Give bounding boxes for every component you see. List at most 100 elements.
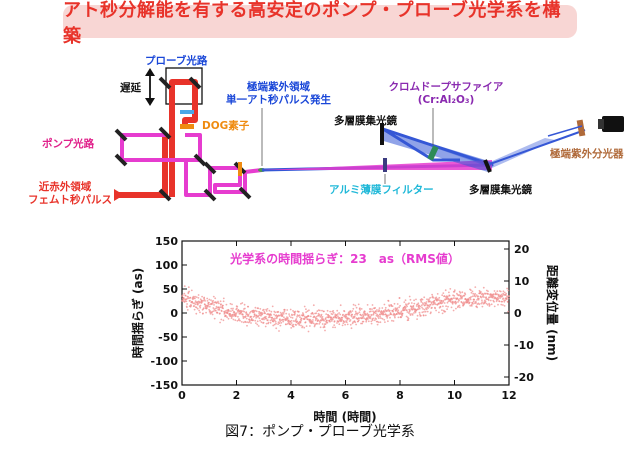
data-point [235, 312, 238, 314]
data-point [472, 292, 475, 295]
data-point [255, 317, 257, 319]
data-point [343, 310, 346, 313]
data-point [374, 307, 376, 309]
data-point [426, 310, 429, 313]
delay-arrow-up [145, 68, 155, 76]
data-point [209, 312, 212, 315]
data-point [506, 301, 509, 303]
y-axis-label: 時間揺らぎ (as) [130, 268, 145, 358]
data-point [254, 315, 256, 317]
data-point [332, 310, 335, 312]
data-point [205, 311, 208, 314]
data-point [321, 323, 324, 325]
data-point [265, 315, 267, 318]
data-point [431, 295, 434, 298]
data-point [270, 310, 273, 313]
data-point [293, 313, 296, 316]
delay-arrow-down [145, 98, 155, 106]
label-dog-element: DOG素子 [202, 120, 250, 132]
data-point [314, 319, 317, 322]
data-point [196, 301, 199, 303]
label-pump-path: ポンプ光路 [42, 138, 95, 150]
data-point [457, 301, 459, 303]
label-euv-single-line1: 極端紫外領域 [247, 81, 310, 93]
label-multilayer-top: 多層膜集光鏡 [334, 115, 397, 127]
data-point [354, 304, 357, 307]
label-nir-line1: 近赤外領域 [38, 181, 92, 193]
data-point [474, 292, 476, 295]
data-point [292, 325, 295, 328]
data-point [222, 304, 224, 307]
data-point [277, 310, 280, 313]
data-point [193, 305, 196, 307]
data-point [412, 307, 415, 309]
data-point [386, 315, 389, 318]
data-point [286, 309, 289, 311]
data-point [197, 297, 200, 299]
data-point [407, 317, 410, 320]
x-tick-label: 0 [178, 389, 186, 402]
data-point [409, 314, 412, 316]
data-point [311, 320, 314, 323]
data-point [218, 309, 221, 311]
data-point [214, 297, 217, 300]
data-point [292, 310, 294, 312]
data-point [493, 300, 495, 303]
data-point [485, 302, 488, 305]
data-point [400, 316, 403, 319]
data-point [209, 310, 211, 312]
data-point [403, 301, 406, 303]
data-point [303, 318, 306, 320]
data-point [197, 294, 200, 296]
data-point [322, 318, 325, 321]
data-point [282, 313, 285, 315]
data-point [369, 316, 372, 318]
data-points [181, 285, 510, 333]
data-point [277, 323, 279, 325]
data-point [468, 301, 471, 304]
data-point [383, 303, 386, 306]
data-point [326, 321, 329, 324]
data-point [358, 317, 361, 320]
data-point [236, 319, 239, 322]
data-point [290, 319, 293, 322]
data-point [232, 318, 235, 321]
data-point [326, 309, 329, 312]
data-point [370, 314, 373, 316]
data-point [274, 317, 276, 320]
data-point [326, 319, 328, 322]
data-point [358, 311, 361, 314]
data-point [401, 312, 404, 315]
data-point [298, 314, 301, 317]
data-point [341, 317, 344, 319]
data-point [299, 321, 302, 324]
data-point [430, 311, 432, 314]
data-point [446, 295, 449, 298]
blue-beam-to-spectrometer [489, 129, 586, 165]
y-tick-label: 50 [163, 283, 179, 296]
data-point [283, 309, 286, 311]
data-point [378, 307, 381, 309]
data-point [275, 327, 278, 330]
data-point [216, 307, 219, 309]
data-point [264, 325, 267, 328]
data-point [376, 323, 379, 326]
data-point [330, 320, 333, 322]
detector [602, 116, 624, 132]
data-point [370, 322, 373, 325]
data-point [346, 319, 349, 321]
data-point [501, 294, 504, 297]
data-point [345, 321, 348, 324]
data-point [186, 303, 189, 305]
data-point [219, 300, 222, 303]
data-point [242, 317, 245, 320]
data-point [319, 309, 321, 312]
data-point [378, 310, 381, 312]
data-point [341, 318, 343, 321]
data-point [463, 302, 466, 305]
data-point [377, 321, 380, 324]
data-point [225, 315, 227, 317]
data-point [367, 320, 370, 323]
data-point [396, 313, 398, 315]
data-point [441, 312, 444, 315]
